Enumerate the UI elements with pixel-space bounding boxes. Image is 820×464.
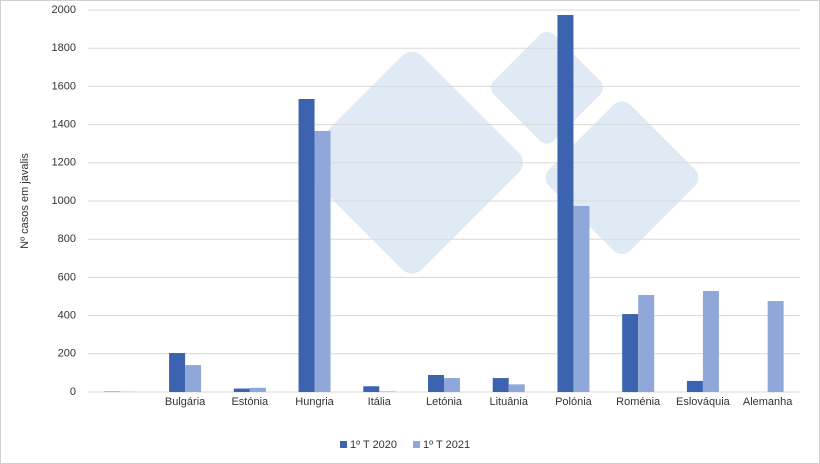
x-tick-label: Letónia <box>426 396 463 408</box>
bar <box>557 14 574 392</box>
bar <box>363 386 380 392</box>
x-tick-label: Polónia <box>555 396 593 408</box>
bar <box>686 380 703 392</box>
y-tick-label: 800 <box>58 233 76 245</box>
bar <box>622 314 639 392</box>
y-tick-label: 0 <box>70 386 76 398</box>
x-tick-label: Eslováquia <box>676 396 731 408</box>
bar <box>428 375 444 392</box>
bar <box>249 387 266 392</box>
bar <box>492 378 509 392</box>
y-tick-label: 2000 <box>52 4 76 16</box>
legend-label: 1º T 2021 <box>423 439 470 451</box>
bar <box>169 353 186 392</box>
x-tick-label: Roménia <box>616 396 661 408</box>
bar <box>767 301 784 392</box>
x-tick-label: Bulgária <box>165 396 206 408</box>
legend-label: 1º T 2020 <box>350 439 397 451</box>
bar <box>702 290 719 392</box>
legend-swatch <box>340 441 347 448</box>
bar <box>379 391 396 392</box>
y-tick-label: 1400 <box>52 119 76 131</box>
x-tick-label: Lituânia <box>489 396 528 408</box>
y-tick-label: 600 <box>58 271 76 283</box>
bar <box>638 294 655 392</box>
y-tick-label: 1800 <box>52 42 76 54</box>
bar <box>233 388 250 392</box>
y-tick-label: 1600 <box>52 80 76 92</box>
bar <box>444 378 460 392</box>
x-tick-label: Itália <box>368 396 392 408</box>
y-axis-label: Nº casos em javalis <box>19 153 31 249</box>
bar <box>314 130 331 392</box>
x-tick-label: Estónia <box>231 396 269 408</box>
legend-swatch <box>413 441 421 448</box>
y-tick-label: 400 <box>58 310 76 322</box>
x-tick-label: Alemanha <box>743 396 793 408</box>
y-tick-label: 1000 <box>52 195 76 207</box>
bar <box>573 205 590 392</box>
bar <box>298 99 315 393</box>
y-tick-label: 1200 <box>52 157 76 169</box>
x-tick-label: Hungria <box>295 396 334 408</box>
y-tick-label: 200 <box>58 348 76 360</box>
bar <box>508 384 525 392</box>
bar <box>185 365 202 392</box>
